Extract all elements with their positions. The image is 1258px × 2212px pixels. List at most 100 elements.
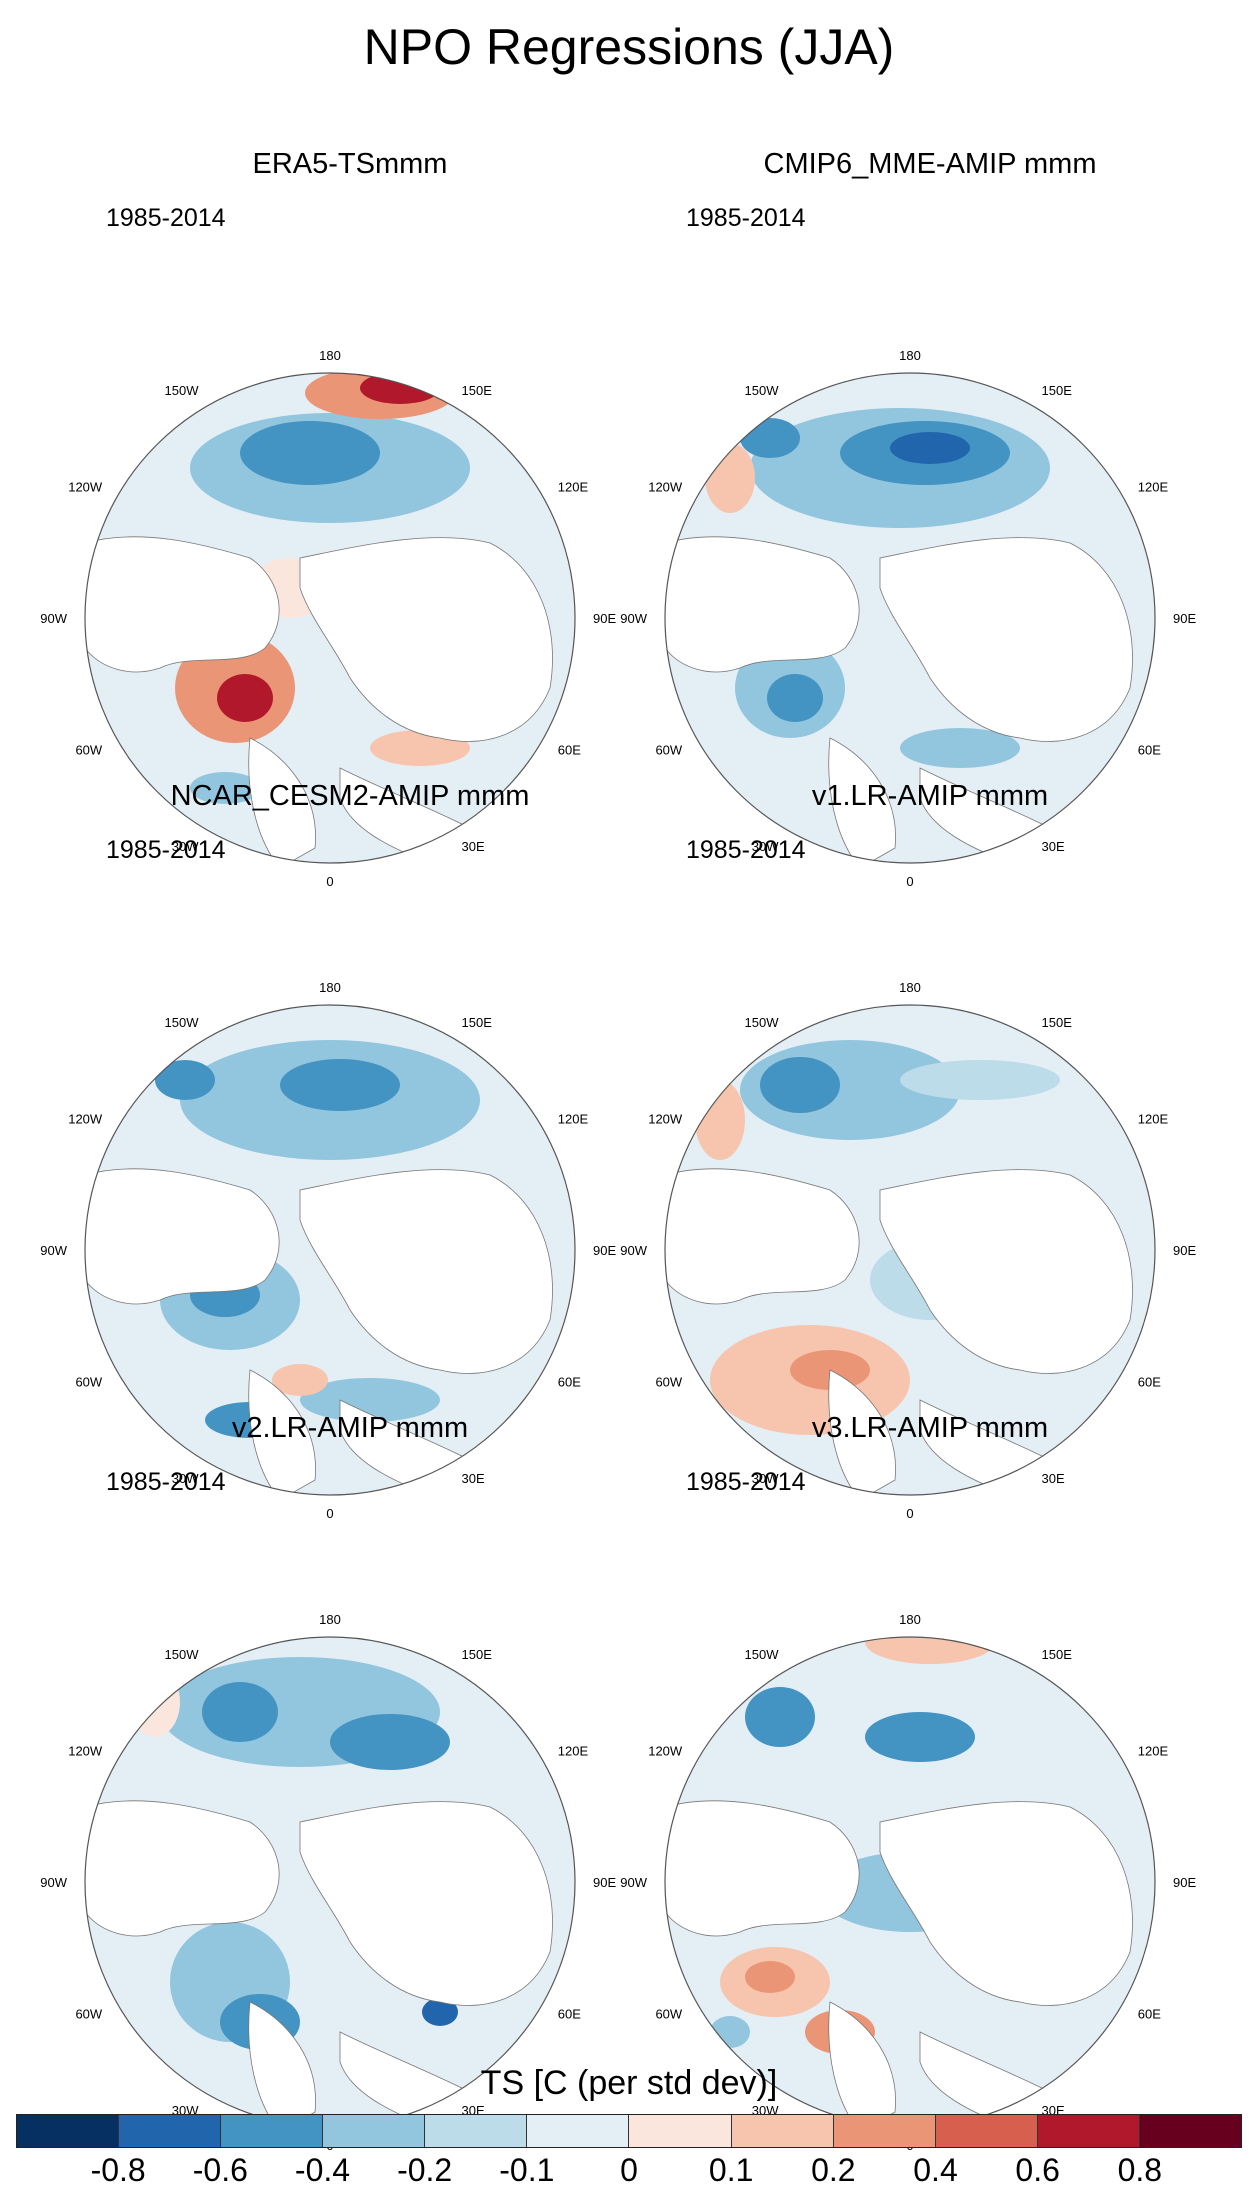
longitude-label-l60w: 60W xyxy=(75,2007,102,2022)
anomaly-blob xyxy=(190,772,260,804)
panel-years: 1985-2014 xyxy=(106,204,226,232)
longitude-label-l150e: 150E xyxy=(462,383,493,398)
longitude-label-l90w: 90W xyxy=(40,1875,67,1890)
longitude-label-l60e: 60E xyxy=(558,743,581,758)
colorbar-tick-label: 0 xyxy=(620,2152,638,2188)
anomaly-blob xyxy=(330,1714,450,1770)
longitude-label-l180: 180 xyxy=(319,980,341,995)
continent-shape xyxy=(85,1168,280,1305)
map-boundary-circle xyxy=(664,372,1156,864)
land-mask xyxy=(85,1800,553,2127)
longitude-label-l90e: 90E xyxy=(593,1243,616,1258)
panel-title: CMIP6_MME-AMIP mmm xyxy=(763,148,1097,180)
longitude-label-l120w: 120W xyxy=(648,1744,683,1759)
map-boundary-circle xyxy=(664,1004,1156,1496)
longitude-label-l150e: 150E xyxy=(462,1647,493,1662)
continent-shape xyxy=(299,1169,553,1374)
continent-shape xyxy=(665,536,860,673)
longitude-label-l180: 180 xyxy=(899,980,921,995)
longitude-label-l0: 0 xyxy=(326,1506,333,1521)
anomaly-blob xyxy=(705,443,755,513)
longitude-label-l0: 0 xyxy=(906,874,913,889)
anomaly-blob xyxy=(740,418,800,458)
map-content xyxy=(665,1040,1133,1495)
longitude-label-l30e: 30E xyxy=(1042,839,1065,854)
longitude-label-l120e: 120E xyxy=(558,480,589,495)
longitude-label-l120e: 120E xyxy=(1138,1744,1169,1759)
longitude-label-l120w: 120W xyxy=(648,480,683,495)
colorbar-box xyxy=(1139,2115,1241,2147)
continent-shape xyxy=(299,1801,553,2006)
longitude-label-l150w: 150W xyxy=(745,383,780,398)
panel-years: 1985-2014 xyxy=(106,836,226,864)
longitude-label-l60e: 60E xyxy=(1138,743,1161,758)
longitude-label-l30e: 30E xyxy=(1042,1471,1065,1486)
colorbar-tick-label: 0.2 xyxy=(811,2152,856,2188)
continent-shape xyxy=(248,737,316,863)
longitude-label-l30e: 30E xyxy=(462,1471,485,1486)
colorbar-tick-label: 0.4 xyxy=(913,2152,958,2188)
continent-shape xyxy=(299,537,553,742)
map-panel-cesm2: NCAR_CESM2-AMIP mmm 1985-2014 180 150E 120… xyxy=(40,780,650,1521)
colorbar-box xyxy=(731,2115,834,2147)
continent-shape xyxy=(879,537,1133,742)
colorbar-tick-label: 0.1 xyxy=(708,2152,754,2188)
colorbar-box xyxy=(425,2115,528,2147)
longitude-label-l0: 0 xyxy=(326,874,333,889)
continent-shape xyxy=(828,2001,896,2127)
land-mask xyxy=(665,536,1133,863)
colorbar-tick-label: 0.6 xyxy=(1015,2152,1060,2188)
longitude-label-l150e: 150E xyxy=(1042,1647,1073,1662)
map-panel-v3lr: v3.LR-AMIP mmm 1985-2014 180 150E 120E 90E 6… xyxy=(620,1412,1230,2153)
continent-shape xyxy=(85,536,280,673)
longitude-label-l60w: 60W xyxy=(655,2007,682,2022)
panel-years: 1985-2014 xyxy=(686,836,806,864)
land-mask xyxy=(665,1168,1133,1495)
continent-shape xyxy=(879,1801,1133,2006)
longitude-label-l150e: 150E xyxy=(462,1015,493,1030)
anomaly-blob xyxy=(890,432,970,464)
panel-title: v3.LR-AMIP mmm xyxy=(811,1412,1049,1444)
continent-shape xyxy=(85,1800,280,1937)
colorbar-box xyxy=(17,2115,120,2147)
panel-years: 1985-2014 xyxy=(686,204,806,232)
panel-title: v2.LR-AMIP mmm xyxy=(231,1412,469,1444)
longitude-label-l120e: 120E xyxy=(1138,480,1169,495)
longitude-label-l120w: 120W xyxy=(68,480,103,495)
continent-shape xyxy=(248,1369,316,1495)
map-panel-era5: ERA5-TSmmm 1985-2014 180 150E 120E 90E 60E 30… xyxy=(40,148,650,889)
longitude-label-l150w: 150W xyxy=(745,1647,780,1662)
longitude-label-l180: 180 xyxy=(899,1612,921,1627)
land-mask xyxy=(665,1800,1133,2127)
longitude-label-l90w: 90W xyxy=(40,611,67,626)
anomaly-blob xyxy=(240,421,380,485)
anomaly-blob xyxy=(300,1378,440,1422)
longitude-label-l150e: 150E xyxy=(1042,383,1073,398)
longitude-label-l120e: 120E xyxy=(1138,1112,1169,1127)
longitude-label-l120w: 120W xyxy=(648,1112,683,1127)
longitude-label-l120e: 120E xyxy=(558,1744,589,1759)
colorbar-tick-label: -0.8 xyxy=(90,2152,146,2188)
land-mask xyxy=(85,536,553,863)
longitude-label-l90e: 90E xyxy=(1173,1875,1196,1890)
anomaly-blob xyxy=(280,1059,400,1111)
colorbar-tick-label: -0.4 xyxy=(294,2152,351,2188)
longitude-label-l60w: 60W xyxy=(75,743,102,758)
colorbar-box xyxy=(833,2115,936,2147)
longitude-label-l150w: 150W xyxy=(745,1015,780,1030)
longitude-label-l150e: 150E xyxy=(1042,1015,1073,1030)
map-panel-cmip6: CMIP6_MME-AMIP mmm 1985-2014 180 150E 120E… xyxy=(620,148,1230,889)
longitude-label-l150w: 150W xyxy=(165,383,200,398)
anomaly-blob xyxy=(865,1712,975,1762)
longitude-label-l60w: 60W xyxy=(655,743,682,758)
continent-shape xyxy=(665,1800,860,1937)
anomaly-blob xyxy=(865,1637,995,1664)
colorbar-box xyxy=(323,2115,426,2147)
longitude-label-l60w: 60W xyxy=(655,1375,682,1390)
colorbar-box xyxy=(527,2115,630,2147)
